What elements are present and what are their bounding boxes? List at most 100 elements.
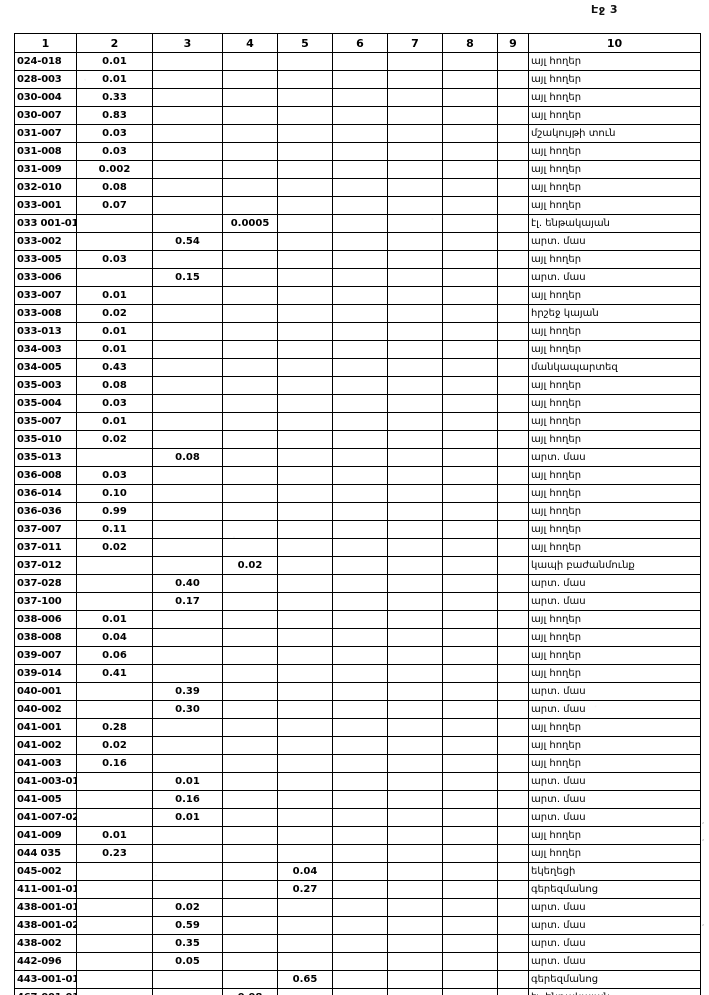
cell-col8	[442, 952, 498, 971]
cell-col5	[277, 304, 333, 323]
table-row: 033-013 0.01 այլ հողեր	[14, 322, 701, 341]
cell-col5	[277, 412, 333, 431]
cell-col3	[152, 754, 223, 773]
cell-col5	[277, 286, 333, 305]
cell-col3	[152, 664, 223, 683]
cell-col5	[277, 502, 333, 521]
cell-col2	[76, 880, 153, 899]
cell-col9	[497, 430, 529, 449]
column-header-2: 2	[76, 33, 153, 53]
cell-land-use: մշակույթի տուն	[528, 124, 701, 143]
cell-col3	[152, 988, 223, 995]
cell-col7	[387, 556, 443, 575]
cell-col9	[497, 520, 529, 539]
column-header-7: 7	[387, 33, 443, 53]
cell-col7	[387, 502, 443, 521]
cell-col6	[332, 304, 388, 323]
cell-col6	[332, 214, 388, 233]
table-row: 037-007 0.11 այլ հողեր	[14, 520, 701, 539]
cell-col9	[497, 52, 529, 71]
cell-col7	[387, 592, 443, 611]
cell-parcel-code: 438-001-02	[14, 916, 77, 935]
cell-land-use: այլ հողեր	[528, 538, 701, 557]
cell-land-use: այլ հողեր	[528, 178, 701, 197]
cell-col9	[497, 196, 529, 215]
cell-col8	[442, 646, 498, 665]
cell-land-use: այլ հողեր	[528, 646, 701, 665]
cell-col3: 0.40	[152, 574, 223, 593]
cell-col6	[332, 124, 388, 143]
cell-col9	[497, 826, 529, 845]
cell-land-use: արտ. մաս	[528, 916, 701, 935]
cell-land-use: այլ հողեր	[528, 394, 701, 413]
cell-col8	[442, 808, 498, 827]
cell-col8	[442, 682, 498, 701]
cell-col7	[387, 160, 443, 179]
cell-col9	[497, 790, 529, 809]
cell-land-use: այլ հողեր	[528, 430, 701, 449]
cell-col9	[497, 286, 529, 305]
margin-annotation: ,	[702, 817, 705, 825]
cell-parcel-code: 035-013	[14, 448, 77, 467]
cell-col2	[76, 790, 153, 809]
cell-land-use: այլ հողեր	[528, 160, 701, 179]
cell-col2	[76, 268, 153, 287]
cell-col3: 0.08	[152, 448, 223, 467]
cell-col8	[442, 466, 498, 485]
cell-col8	[442, 592, 498, 611]
cell-col8	[442, 664, 498, 683]
cell-col9	[497, 700, 529, 719]
cell-col6	[332, 178, 388, 197]
cell-col8	[442, 376, 498, 395]
cell-col4	[222, 322, 278, 341]
cell-col6	[332, 808, 388, 827]
cell-land-use: արտ. մաս	[528, 700, 701, 719]
cell-col7	[387, 574, 443, 593]
cell-col7	[387, 376, 443, 395]
cell-parcel-code: 443-001-01	[14, 970, 77, 989]
cell-col8	[442, 358, 498, 377]
cell-col8	[442, 556, 498, 575]
cell-parcel-code: 038-008	[14, 628, 77, 647]
cell-col9	[497, 808, 529, 827]
cell-col8	[442, 988, 498, 995]
column-header-9: 9	[497, 33, 529, 53]
cell-land-use: արտ. մաս	[528, 808, 701, 827]
cell-land-use: այլ հողեր	[528, 88, 701, 107]
cell-col3: 0.35	[152, 934, 223, 953]
cell-col4	[222, 628, 278, 647]
cell-col2: 0.02	[76, 736, 153, 755]
table-row: 039-014 0.41 այլ հողեր	[14, 664, 701, 683]
cell-col8	[442, 214, 498, 233]
cell-parcel-code: 037-007	[14, 520, 77, 539]
cell-col5	[277, 898, 333, 917]
cell-col9	[497, 538, 529, 557]
cell-col9	[497, 862, 529, 881]
cell-col2: 0.01	[76, 322, 153, 341]
cell-col7	[387, 988, 443, 995]
cell-col8	[442, 448, 498, 467]
cell-col3: 0.15	[152, 268, 223, 287]
cell-land-use: այլ հողեր	[528, 826, 701, 845]
cell-parcel-code: 040-002	[14, 700, 77, 719]
cell-col9	[497, 646, 529, 665]
cell-col3	[152, 358, 223, 377]
cell-col4	[222, 160, 278, 179]
cell-col6	[332, 160, 388, 179]
cell-col5	[277, 160, 333, 179]
table-row: 036-014 0.10 այլ հողեր	[14, 484, 701, 503]
table-row: 438-002 0.35 արտ. մաս	[14, 934, 701, 953]
cell-col6	[332, 340, 388, 359]
cell-col2: 0.08	[76, 376, 153, 395]
cell-col9	[497, 178, 529, 197]
cell-col9	[497, 250, 529, 269]
cell-col2	[76, 556, 153, 575]
cell-col2: 0.02	[76, 430, 153, 449]
table-row: 034-003 0.01 այլ հողեր	[14, 340, 701, 359]
cell-col8	[442, 106, 498, 125]
cell-col2: 0.01	[76, 52, 153, 71]
cell-parcel-code: 032-010	[14, 178, 77, 197]
cell-col3	[152, 124, 223, 143]
cell-col5	[277, 196, 333, 215]
table-row: 035-010 0.02 այլ հողեր	[14, 430, 701, 449]
